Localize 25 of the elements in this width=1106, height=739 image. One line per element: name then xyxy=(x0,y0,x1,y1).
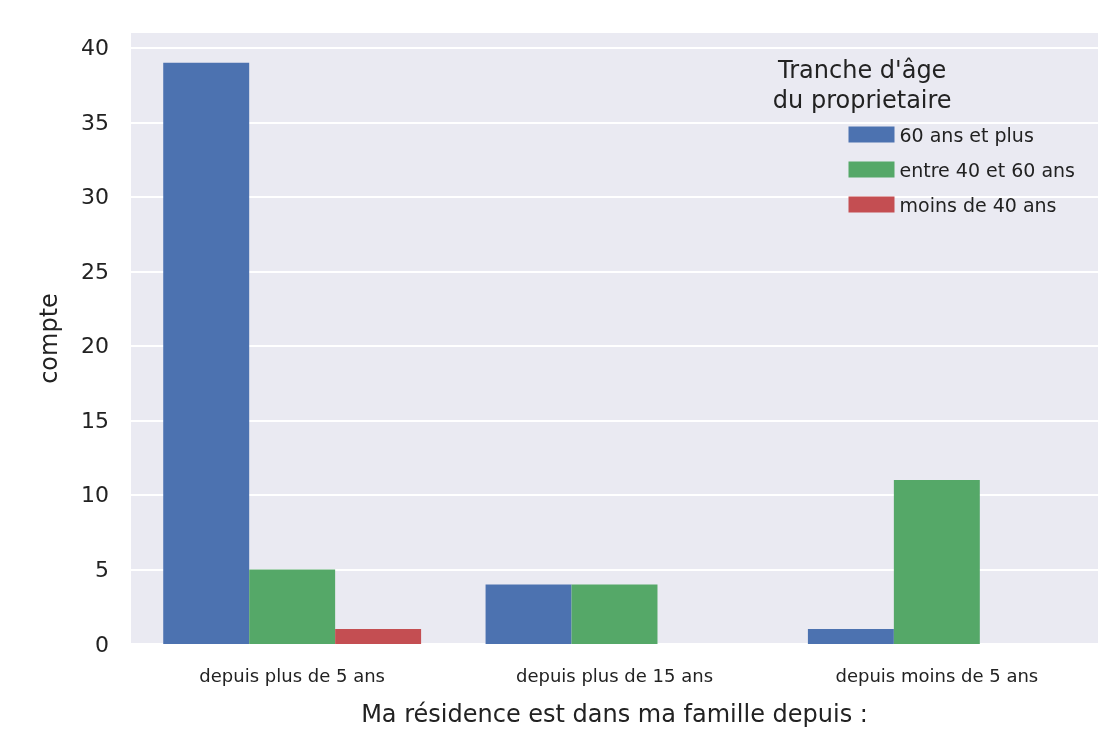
bar xyxy=(807,629,894,644)
y-tick-label: 20 xyxy=(81,333,109,359)
bar xyxy=(485,584,572,644)
bar xyxy=(335,629,422,644)
bar xyxy=(571,584,658,644)
legend-label: moins de 40 ans xyxy=(899,193,1057,216)
x-tick-label: depuis plus de 15 ans xyxy=(515,664,714,686)
y-tick-label: 0 xyxy=(95,631,109,657)
bar xyxy=(893,480,980,644)
y-axis-title: compte xyxy=(35,293,63,384)
x-axis-title: Ma résidence est dans ma famille depuis : xyxy=(361,700,868,728)
x-tick-label: depuis moins de 5 ans xyxy=(835,664,1039,686)
y-tick-label: 30 xyxy=(81,184,109,210)
y-tick-label: 15 xyxy=(81,407,109,433)
x-tick-label: depuis plus de 5 ans xyxy=(199,664,385,686)
y-tick-label: 35 xyxy=(81,109,109,135)
legend-title: Tranche d'âge du proprietaire xyxy=(772,56,952,114)
y-tick-label: 10 xyxy=(81,482,109,508)
bar xyxy=(249,569,336,644)
bar xyxy=(163,62,250,644)
legend-label: 60 ans et plus xyxy=(899,123,1034,146)
y-tick-label: 5 xyxy=(95,556,109,582)
y-tick-label: 40 xyxy=(81,35,109,61)
legend-label: entre 40 et 60 ans xyxy=(899,158,1075,181)
y-tick-label: 25 xyxy=(81,258,109,284)
